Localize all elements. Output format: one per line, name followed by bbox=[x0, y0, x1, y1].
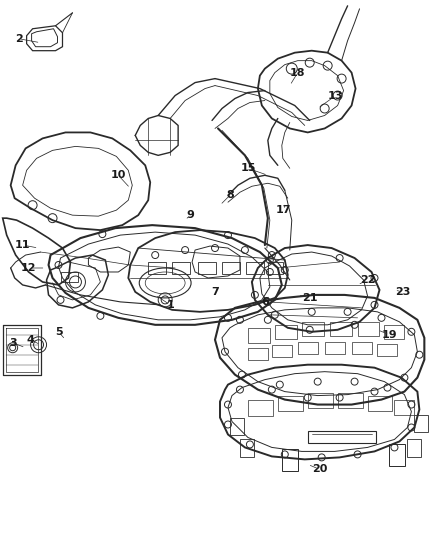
Text: 15: 15 bbox=[240, 163, 256, 173]
Bar bbox=[275, 325, 297, 339]
Bar bbox=[357, 322, 379, 336]
Bar bbox=[325, 342, 345, 354]
Bar bbox=[414, 415, 428, 432]
Bar bbox=[298, 342, 318, 354]
Text: 12: 12 bbox=[21, 263, 36, 273]
Bar bbox=[395, 400, 414, 415]
Bar bbox=[272, 345, 292, 357]
Text: 3: 3 bbox=[9, 338, 17, 348]
Text: 11: 11 bbox=[15, 240, 30, 250]
Text: 7: 7 bbox=[211, 287, 219, 297]
Bar bbox=[278, 395, 303, 410]
Bar bbox=[246, 262, 264, 274]
Bar bbox=[248, 400, 273, 416]
Bar bbox=[308, 393, 332, 408]
Text: 20: 20 bbox=[312, 464, 327, 474]
Text: 22: 22 bbox=[360, 275, 375, 285]
Text: 9: 9 bbox=[186, 210, 194, 220]
Bar bbox=[222, 262, 240, 274]
Bar bbox=[407, 439, 421, 457]
Text: 5: 5 bbox=[55, 327, 62, 337]
Text: 13: 13 bbox=[328, 91, 343, 101]
Bar bbox=[230, 417, 244, 435]
Bar bbox=[148, 262, 166, 274]
Bar bbox=[268, 262, 283, 274]
Bar bbox=[60, 272, 78, 282]
Bar bbox=[378, 344, 397, 356]
Text: 18: 18 bbox=[290, 68, 305, 78]
Text: 1: 1 bbox=[166, 300, 174, 310]
Text: 23: 23 bbox=[395, 287, 410, 297]
Text: 6: 6 bbox=[261, 297, 269, 307]
Text: 2: 2 bbox=[15, 34, 22, 44]
Bar bbox=[302, 322, 324, 336]
Bar bbox=[248, 348, 268, 360]
Text: 19: 19 bbox=[381, 330, 397, 340]
Bar bbox=[248, 328, 270, 343]
Text: 4: 4 bbox=[27, 335, 35, 345]
Bar bbox=[172, 262, 190, 274]
Bar bbox=[352, 342, 371, 354]
Bar bbox=[282, 449, 298, 471]
Bar bbox=[330, 322, 352, 336]
Bar bbox=[385, 325, 404, 339]
Text: 8: 8 bbox=[226, 190, 234, 200]
Bar bbox=[240, 439, 254, 457]
Text: 10: 10 bbox=[111, 170, 126, 180]
Bar bbox=[389, 445, 406, 466]
Bar bbox=[367, 395, 392, 410]
Text: 17: 17 bbox=[276, 205, 292, 215]
Bar bbox=[198, 262, 216, 274]
Bar bbox=[308, 432, 375, 443]
Bar bbox=[338, 393, 363, 408]
Text: 21: 21 bbox=[302, 293, 318, 303]
